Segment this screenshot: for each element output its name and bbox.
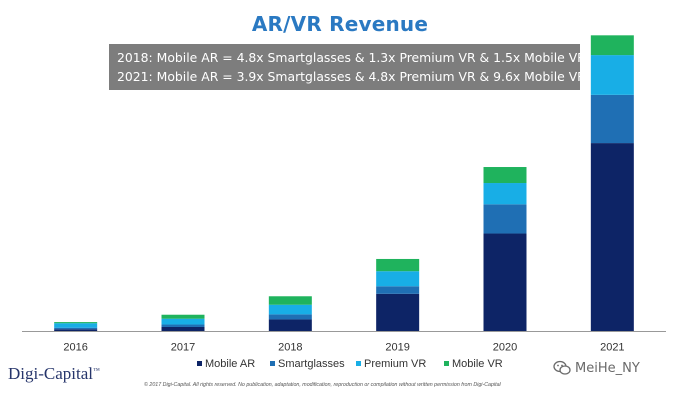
bar-premium-vr-2017 [161, 318, 205, 325]
legend-swatch-mobile-ar [197, 361, 202, 366]
bar-mobile-ar-2016 [54, 329, 98, 332]
legend-label-premium-vr: Premium VR [364, 358, 426, 370]
watermark: MeiHe_NY [553, 360, 640, 376]
brand-name: Digi-Capital [8, 364, 93, 383]
bar-premium-vr-2020 [483, 183, 527, 205]
bar-mobile-ar-2018 [268, 319, 312, 332]
bar-premium-vr-2016 [54, 323, 98, 328]
bar-smartglasses-2021 [590, 94, 634, 144]
wechat-icon [553, 360, 571, 376]
callout-box: 2018: Mobile AR = 4.8x Smartglasses & 1.… [109, 44, 586, 90]
bar-mobile-vr-2017 [161, 314, 205, 319]
bar-mobile-ar-2019 [376, 293, 420, 332]
legend-swatch-premium-vr [356, 361, 361, 366]
bar-premium-vr-2021 [590, 55, 634, 95]
callout-line-2018: 2018: Mobile AR = 4.8x Smartglasses & 1.… [117, 50, 586, 65]
x-tick-label: 2017 [171, 342, 195, 354]
watermark-text: MeiHe_NY [575, 360, 640, 376]
legend-label-mobile-vr: Mobile VR [452, 358, 503, 370]
x-tick-label: 2020 [493, 342, 517, 354]
chart-title: AR/VR Revenue [251, 12, 429, 36]
legend-swatch-smartglasses [270, 361, 275, 366]
bar-smartglasses-2017 [161, 324, 205, 327]
legend-label-smartglasses: Smartglasses [278, 358, 345, 370]
bar-smartglasses-2019 [376, 286, 420, 294]
bar-premium-vr-2019 [376, 271, 420, 287]
bar-mobile-ar-2017 [161, 326, 205, 332]
bar-mobile-vr-2016 [54, 322, 98, 324]
copyright-notice: © 2017 Digi-Capital. All rights reserved… [144, 382, 501, 388]
bar-mobile-ar-2021 [590, 143, 634, 332]
bar-mobile-ar-2020 [483, 233, 527, 332]
bar-smartglasses-2018 [268, 314, 312, 320]
x-tick-label: 2018 [278, 342, 302, 354]
digi-capital-logo: Digi-Capital™ [8, 364, 100, 384]
legend-swatch-mobile-vr [444, 361, 449, 366]
x-tick-label: 2016 [63, 342, 87, 354]
legend-label-mobile-ar: Mobile AR [205, 358, 255, 370]
x-tick-label: 2021 [600, 342, 624, 354]
bar-smartglasses-2020 [483, 204, 527, 234]
bar-mobile-vr-2019 [376, 258, 420, 272]
bar-smartglasses-2016 [54, 327, 98, 330]
bar-mobile-vr-2020 [483, 167, 527, 184]
bar-mobile-vr-2021 [590, 35, 634, 56]
x-tick-label: 2019 [385, 342, 409, 354]
bar-premium-vr-2018 [268, 304, 312, 315]
bar-mobile-vr-2018 [268, 296, 312, 305]
brand-trademark: ™ [92, 366, 100, 375]
callout-line-2021: 2021: Mobile AR = 3.9x Smartglasses & 4.… [117, 69, 586, 84]
